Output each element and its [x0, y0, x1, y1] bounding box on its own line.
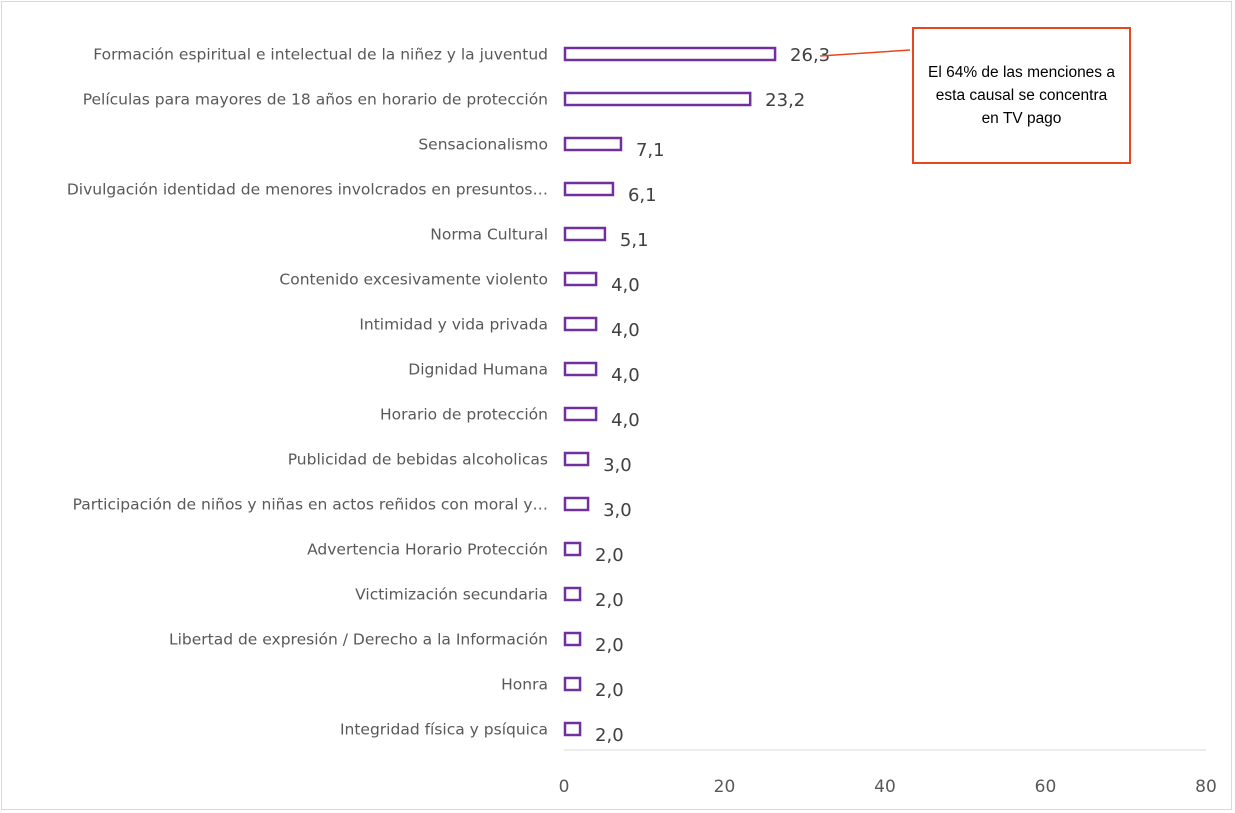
category-label-8: Dignidad Humana	[408, 361, 548, 379]
value-label-10: 3,0	[603, 455, 632, 476]
value-label-11: 3,0	[603, 500, 632, 521]
value-label-16: 2,0	[595, 725, 624, 746]
bar-5	[563, 226, 607, 242]
bar-11	[563, 496, 590, 512]
category-label-7: Intimidad y vida privada	[359, 316, 548, 334]
value-label-1: 26,3	[790, 45, 830, 66]
value-label-4: 6,1	[628, 185, 657, 206]
value-label-13: 2,0	[595, 590, 624, 611]
category-label-13: Victimización secundaria	[355, 586, 548, 604]
value-label-9: 4,0	[611, 410, 640, 431]
bar-3	[563, 136, 623, 152]
bar-10	[563, 451, 590, 467]
value-label-8: 4,0	[611, 365, 640, 386]
bar-4	[563, 181, 615, 197]
category-label-2: Películas para mayores de 18 años en hor…	[83, 91, 548, 109]
value-label-12: 2,0	[595, 545, 624, 566]
bar-13	[563, 586, 582, 602]
category-label-5: Norma Cultural	[430, 226, 548, 244]
category-label-12: Advertencia Horario Protección	[307, 541, 548, 559]
bar-16	[563, 721, 582, 737]
x-tick-label-40: 40	[874, 777, 896, 797]
annotation-callout: El 64% de las menciones a esta causal se…	[912, 27, 1131, 164]
bar-1	[563, 46, 777, 62]
value-label-7: 4,0	[611, 320, 640, 341]
category-label-10: Publicidad de bebidas alcoholicas	[288, 451, 548, 469]
category-label-11: Participación de niños y niñas en actos …	[73, 496, 548, 514]
category-label-4: Divulgación identidad de menores involcr…	[67, 181, 548, 199]
category-label-14: Libertad de expresión / Derecho a la Inf…	[169, 631, 548, 649]
value-label-6: 4,0	[611, 275, 640, 296]
callout-leader-line	[820, 49, 911, 57]
value-label-14: 2,0	[595, 635, 624, 656]
x-tick-label-80: 80	[1195, 777, 1217, 797]
bar-8	[563, 361, 598, 377]
category-label-3: Sensacionalismo	[418, 136, 548, 154]
bar-14	[563, 631, 582, 647]
value-label-15: 2,0	[595, 680, 624, 701]
bar-9	[563, 406, 598, 422]
x-tick-label-0: 0	[559, 777, 570, 797]
category-label-16: Integridad física y psíquica	[340, 721, 548, 739]
value-label-5: 5,1	[620, 230, 649, 251]
value-label-2: 23,2	[765, 90, 805, 111]
bar-7	[563, 316, 598, 332]
bar-6	[563, 271, 598, 287]
category-label-6: Contenido excesivamente violento	[279, 271, 548, 289]
bar-2	[563, 91, 752, 107]
x-tick-label-20: 20	[714, 777, 736, 797]
value-label-3: 7,1	[636, 140, 665, 161]
category-label-15: Honra	[501, 676, 548, 694]
x-tick-label-60: 60	[1035, 777, 1057, 797]
bar-12	[563, 541, 582, 557]
category-label-1: Formación espiritual e intelectual de la…	[93, 46, 548, 64]
category-label-9: Horario de protección	[380, 406, 548, 424]
bar-15	[563, 676, 582, 692]
